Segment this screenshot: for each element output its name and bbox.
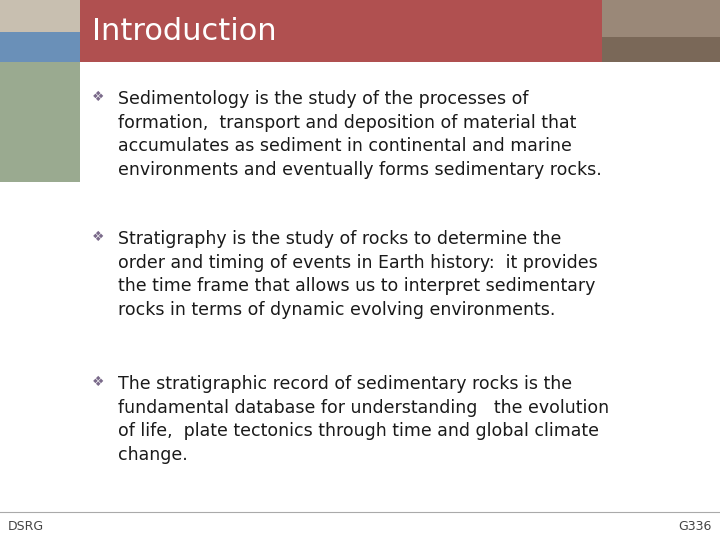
- Bar: [602, 37, 720, 62]
- Text: ❖: ❖: [91, 90, 104, 104]
- Text: DSRG: DSRG: [8, 519, 44, 532]
- Text: Sedimentology is the study of the processes of
formation,  transport and deposit: Sedimentology is the study of the proces…: [118, 90, 602, 179]
- Text: ❖: ❖: [91, 375, 104, 389]
- Text: ❖: ❖: [91, 230, 104, 244]
- Bar: [0, 0, 720, 62]
- Text: The stratigraphic record of sedimentary rocks is the
fundamental database for un: The stratigraphic record of sedimentary …: [118, 375, 609, 464]
- Text: Introduction: Introduction: [92, 17, 276, 45]
- Bar: [0, 0, 80, 32]
- Text: G336: G336: [679, 519, 712, 532]
- Text: Stratigraphy is the study of rocks to determine the
order and timing of events i: Stratigraphy is the study of rocks to de…: [118, 230, 598, 319]
- Bar: [602, 0, 720, 62]
- Bar: [0, 62, 80, 182]
- Bar: [0, 32, 80, 62]
